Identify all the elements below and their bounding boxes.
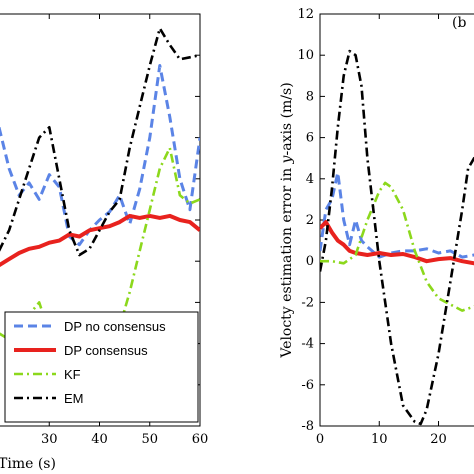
series-line-dp-consensus [0, 213, 200, 268]
legend-label: EM [64, 391, 84, 406]
legend-box [4, 311, 199, 423]
legend-label: KF [64, 367, 81, 382]
y-tick-label: 0 [306, 254, 314, 269]
y-tick-label: 12 [297, 7, 314, 22]
series-line-dp-no-consensus [0, 64, 200, 247]
x-tick-label: 0 [316, 432, 324, 447]
legend-label: DP consensus [64, 343, 148, 358]
panel-a-x-ticks: 30 40 50 60 [41, 14, 208, 447]
series-line-dp-no-consensus [320, 171, 474, 259]
series-line-em [0, 27, 200, 257]
panel-a: 30 40 50 60 Time (s) DP no consensus DP cons… [0, 13, 208, 472]
x-tick-label: 20 [430, 432, 447, 447]
x-tick-label: 50 [141, 432, 158, 447]
series-line-dp-consensus [320, 220, 474, 266]
series-line-kf [320, 181, 474, 312]
panel-b-label: (b [452, 15, 466, 31]
series-line-em [320, 49, 474, 426]
x-tick-label: 30 [41, 432, 58, 447]
x-tick-label: 60 [192, 432, 209, 447]
legend-label: DP no consensus [64, 319, 166, 334]
panel-b-plot-area [320, 49, 474, 426]
y-tick-label: -8 [301, 419, 314, 434]
panel-a-x-axis-label: Time (s) [0, 456, 56, 472]
x-tick-label: 40 [91, 432, 108, 447]
y-tick-label: 2 [306, 213, 314, 228]
panel-b-y-axis-label: Velocty estimation error in y-axis (m/s) [279, 82, 295, 358]
y-tick-label: -2 [301, 295, 314, 310]
legend: DP no consensus DP consensus KF EM [4, 311, 199, 423]
y-tick-label: 6 [306, 131, 314, 146]
y-tick-label: 8 [306, 89, 314, 104]
y-tick-label: -4 [301, 337, 314, 352]
y-tick-label: 4 [306, 172, 314, 187]
y-tick-label: -6 [301, 378, 314, 393]
y-tick-label: 10 [297, 48, 314, 63]
x-tick-label: 10 [371, 432, 388, 447]
